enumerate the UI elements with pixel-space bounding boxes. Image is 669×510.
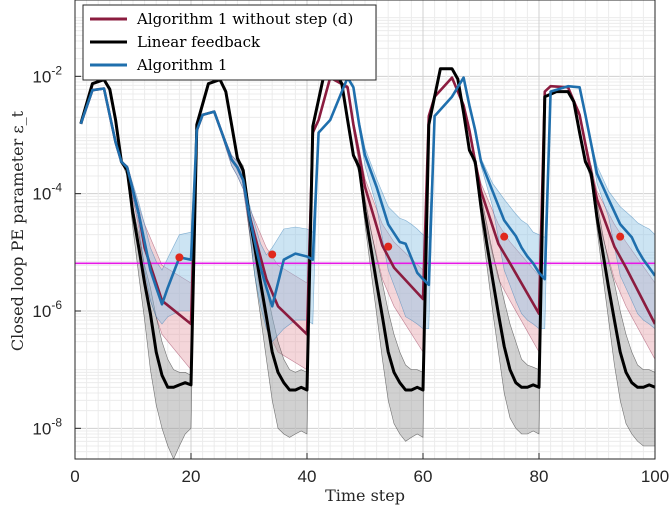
line-series-2 — [79, 76, 655, 308]
x-tick-label: 60 — [414, 467, 433, 486]
y-tick-label: 10-6 — [32, 298, 62, 321]
marker-point-1 — [268, 250, 277, 259]
legend: Algorithm 1 without step (d) Linear feed… — [82, 4, 377, 81]
legend-label-linear-feedback: Linear feedback — [137, 33, 261, 51]
marker-point-0 — [175, 253, 184, 262]
x-tick-label: 80 — [530, 467, 549, 486]
y-tick-label: 10-8 — [32, 415, 62, 438]
band-series-1 — [80, 68, 655, 459]
line-series-0 — [79, 76, 655, 336]
legend-label-algorithm-1-without-step-d: Algorithm 1 without step (d) — [136, 10, 353, 28]
legend-box — [82, 4, 377, 81]
marker-point-4 — [616, 232, 625, 241]
y-axis-ticks: 10-8 10-6 10-4 10-2 — [32, 63, 81, 438]
x-tick-label: 20 — [182, 467, 201, 486]
y-axis-label: Closed loop PE parameter ε_t — [8, 110, 27, 351]
marker-point-2 — [384, 242, 393, 251]
line-series-1 — [79, 67, 655, 392]
x-tick-label: 0 — [70, 467, 79, 486]
marker-points — [175, 232, 625, 262]
y-tick-label: 10-4 — [32, 181, 62, 204]
plot-frame — [74, 0, 656, 460]
x-axis-label: Time step — [325, 486, 405, 505]
series-lines — [79, 67, 655, 392]
y-tick-label: 10-2 — [32, 63, 62, 86]
legend-label-algorithm-1: Algorithm 1 — [136, 56, 227, 74]
x-axis-ticks: 0 20 40 60 80 100 — [70, 453, 669, 486]
band-series-0 — [80, 77, 655, 371]
x-tick-label: 100 — [641, 467, 669, 486]
x-tick-label: 40 — [298, 467, 317, 486]
marker-point-3 — [500, 232, 509, 241]
